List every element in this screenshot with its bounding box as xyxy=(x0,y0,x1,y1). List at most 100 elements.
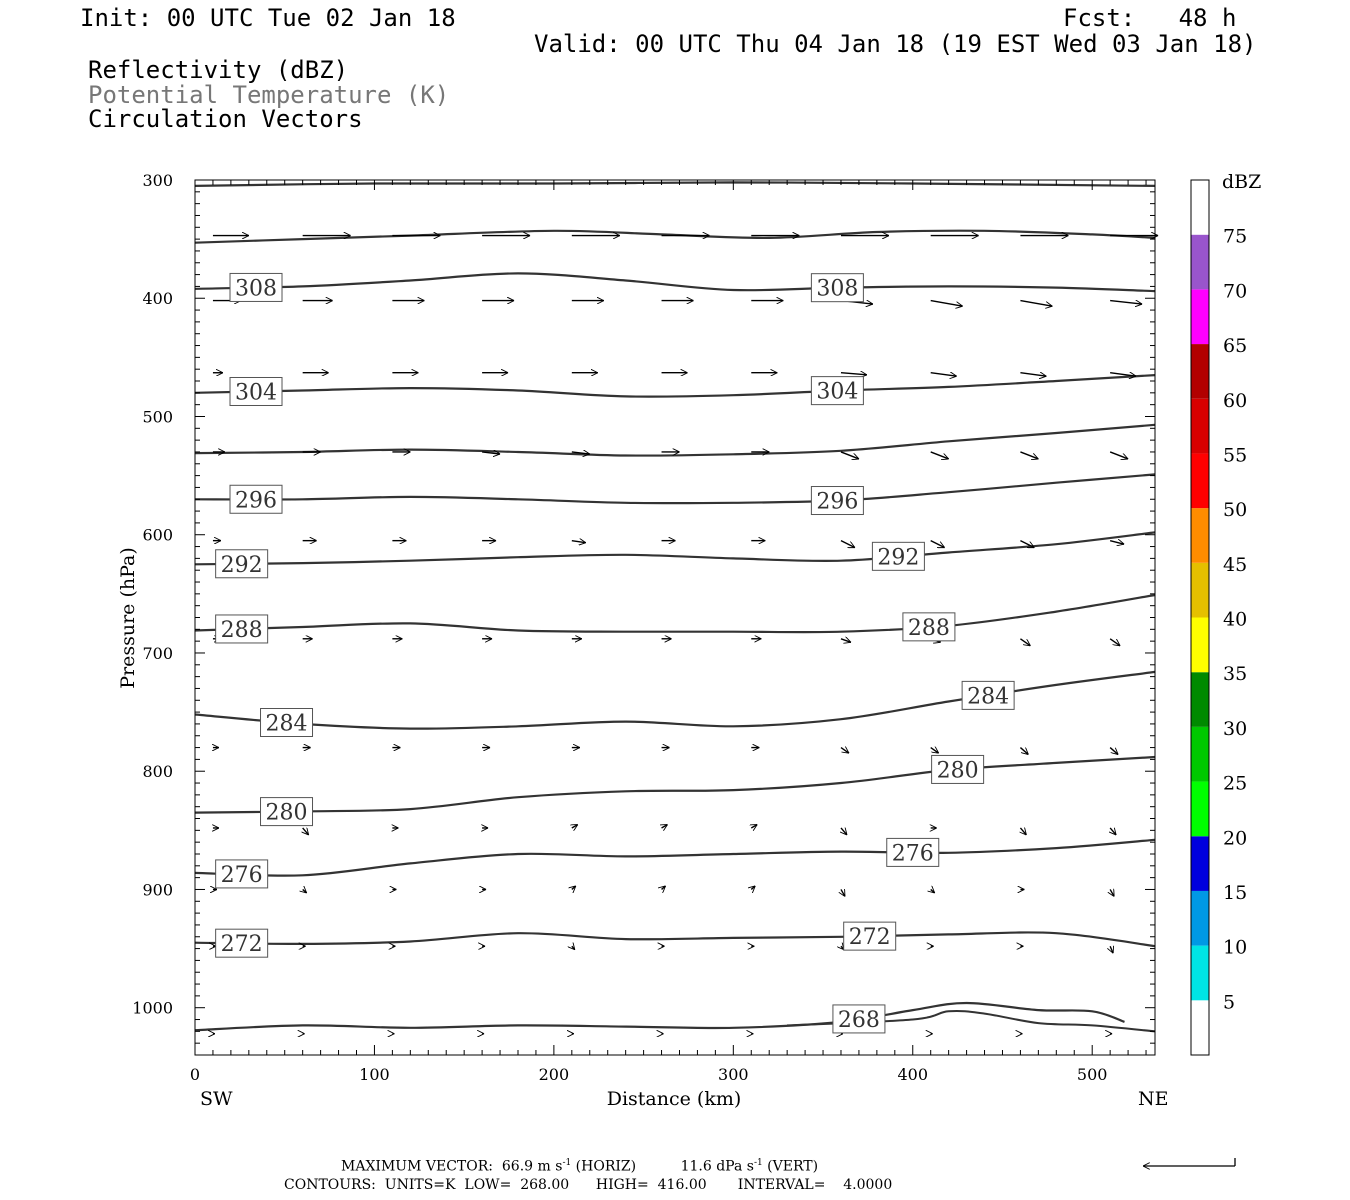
max-vector-vert: 11.6 dPa s xyxy=(680,1158,754,1175)
circulation-vector xyxy=(1110,946,1113,953)
contour-label: 276 xyxy=(215,859,269,889)
circulation-vector xyxy=(840,451,859,459)
contour-label: 308 xyxy=(229,272,283,302)
contour-label: 280 xyxy=(931,754,985,784)
colorbar-swatch xyxy=(1191,890,1209,946)
theta-contour xyxy=(194,272,1156,293)
contours-info: CONTOURS: UNITS=K LOW= 268.00 HIGH= 416.… xyxy=(284,1177,893,1193)
colorbar-level-label: 45 xyxy=(1223,554,1247,576)
y-tick-label: 1000 xyxy=(132,999,173,1018)
circulation-vector xyxy=(571,452,590,454)
x-right-label: NE xyxy=(1138,1088,1169,1110)
svg-text:284: 284 xyxy=(266,712,308,737)
svg-text:304: 304 xyxy=(235,380,277,405)
circulation-vector xyxy=(841,889,846,896)
colorbar-level-label: 75 xyxy=(1223,226,1247,248)
contour-labels: 308 308 304 304 296 296 292 292 288 288 284 284 280 2… xyxy=(215,272,1015,1034)
contour-label: 288 xyxy=(902,612,956,642)
contour-label: 292 xyxy=(215,549,269,579)
init-time: Init: 00 UTC Tue 02 Jan 18 xyxy=(80,4,456,32)
circulation-vector xyxy=(1109,638,1120,646)
svg-text:292: 292 xyxy=(877,545,919,570)
theta-contour xyxy=(194,1001,1125,1032)
circulation-vector xyxy=(572,823,578,828)
contour-label: 284 xyxy=(260,708,314,737)
y-tick-label: 300 xyxy=(142,171,173,190)
y-axis-title: Pressure (hPa) xyxy=(117,547,139,689)
x-tick-label: 500 xyxy=(1077,1065,1108,1084)
colorbar-level-label: 20 xyxy=(1223,827,1247,849)
y-tick-label: 500 xyxy=(142,407,173,426)
circulation-vector xyxy=(482,452,500,454)
max-vector-label: MAXIMUM VECTOR: xyxy=(341,1158,493,1175)
x-tick-label: 300 xyxy=(718,1065,749,1084)
colorbar-frame xyxy=(1190,179,1210,1056)
theta-contour-312 xyxy=(194,229,1156,244)
circulation-vector xyxy=(930,748,939,754)
y-tick-label: 900 xyxy=(142,880,173,899)
circulation-vector xyxy=(1110,301,1142,305)
colorbar-swatch xyxy=(1191,1000,1209,1055)
x-axis-title: Distance (km) xyxy=(607,1088,742,1110)
field-reflectivity: Reflectivity (dBZ) xyxy=(88,56,349,84)
circulation-vector xyxy=(1020,373,1046,377)
colorbar-level-label: 50 xyxy=(1223,499,1247,521)
svg-text:284: 284 xyxy=(967,684,1009,709)
circulation-vectors xyxy=(213,236,1159,1034)
circulation-vector xyxy=(662,886,666,890)
circulation-vector xyxy=(1110,828,1116,835)
circulation-vector xyxy=(1110,373,1136,377)
colorbar-swatch xyxy=(1191,945,1209,1001)
max-vector-horiz: 66.9 m s xyxy=(501,1158,563,1175)
contour-label: 296 xyxy=(810,486,864,516)
svg-text:276: 276 xyxy=(892,841,934,866)
circulation-vector xyxy=(840,748,849,754)
y-tick-label: 700 xyxy=(142,644,173,663)
circulation-vector xyxy=(571,541,586,543)
circulation-vector xyxy=(662,823,668,828)
colorbar-level-label: 70 xyxy=(1223,280,1247,302)
contour-label: 272 xyxy=(215,928,269,958)
colorbar-swatch xyxy=(1191,617,1209,673)
colorbar-level-label: 65 xyxy=(1223,335,1247,357)
svg-text:304: 304 xyxy=(816,380,858,405)
svg-text:268: 268 xyxy=(838,1008,880,1033)
colorbar-level-label: 30 xyxy=(1223,718,1247,740)
valid-time: Valid: 00 UTC Thu 04 Jan 18 (19 EST Wed … xyxy=(534,30,1257,58)
svg-text:296: 296 xyxy=(816,490,858,515)
x-tick-label: 0 xyxy=(190,1065,200,1084)
circulation-vector xyxy=(1020,299,1052,307)
circulation-vector xyxy=(751,886,755,890)
y-tick-label: 800 xyxy=(142,762,173,781)
max-vector-vert-unit: (VERT) xyxy=(762,1158,819,1175)
x-tick-label: 200 xyxy=(539,1065,570,1084)
theta-contours xyxy=(194,181,1156,1033)
circulation-vector xyxy=(572,946,575,950)
theta-contour xyxy=(194,423,1156,457)
contour-label: 304 xyxy=(810,376,864,406)
theta-contour xyxy=(194,931,1156,948)
circulation-vector xyxy=(1019,747,1028,755)
field-circulation-vectors: Circulation Vectors xyxy=(88,105,363,133)
svg-text:272: 272 xyxy=(221,932,263,957)
colorbar-swatch xyxy=(1191,726,1209,782)
theta-contour xyxy=(194,755,1156,814)
circulation-vector xyxy=(930,299,963,307)
contour-label: 288 xyxy=(215,614,269,644)
reference-vector xyxy=(1143,1158,1236,1166)
contour-label: 304 xyxy=(229,376,283,406)
contour-label: 280 xyxy=(260,797,314,827)
circulation-vector xyxy=(1110,889,1115,896)
theta-contour xyxy=(194,374,1156,398)
circulation-vector xyxy=(841,828,847,835)
colorbar-level-label: 40 xyxy=(1223,609,1247,631)
theta-contour xyxy=(194,531,1156,566)
colorbar-swatch xyxy=(1191,672,1209,727)
circulation-vector xyxy=(1109,451,1128,459)
colorbar-level-label: 25 xyxy=(1223,773,1247,795)
colorbar-level-label: 15 xyxy=(1223,882,1247,904)
circulation-vector xyxy=(930,373,957,377)
circulation-vector xyxy=(930,451,949,459)
svg-text:288: 288 xyxy=(221,618,263,643)
